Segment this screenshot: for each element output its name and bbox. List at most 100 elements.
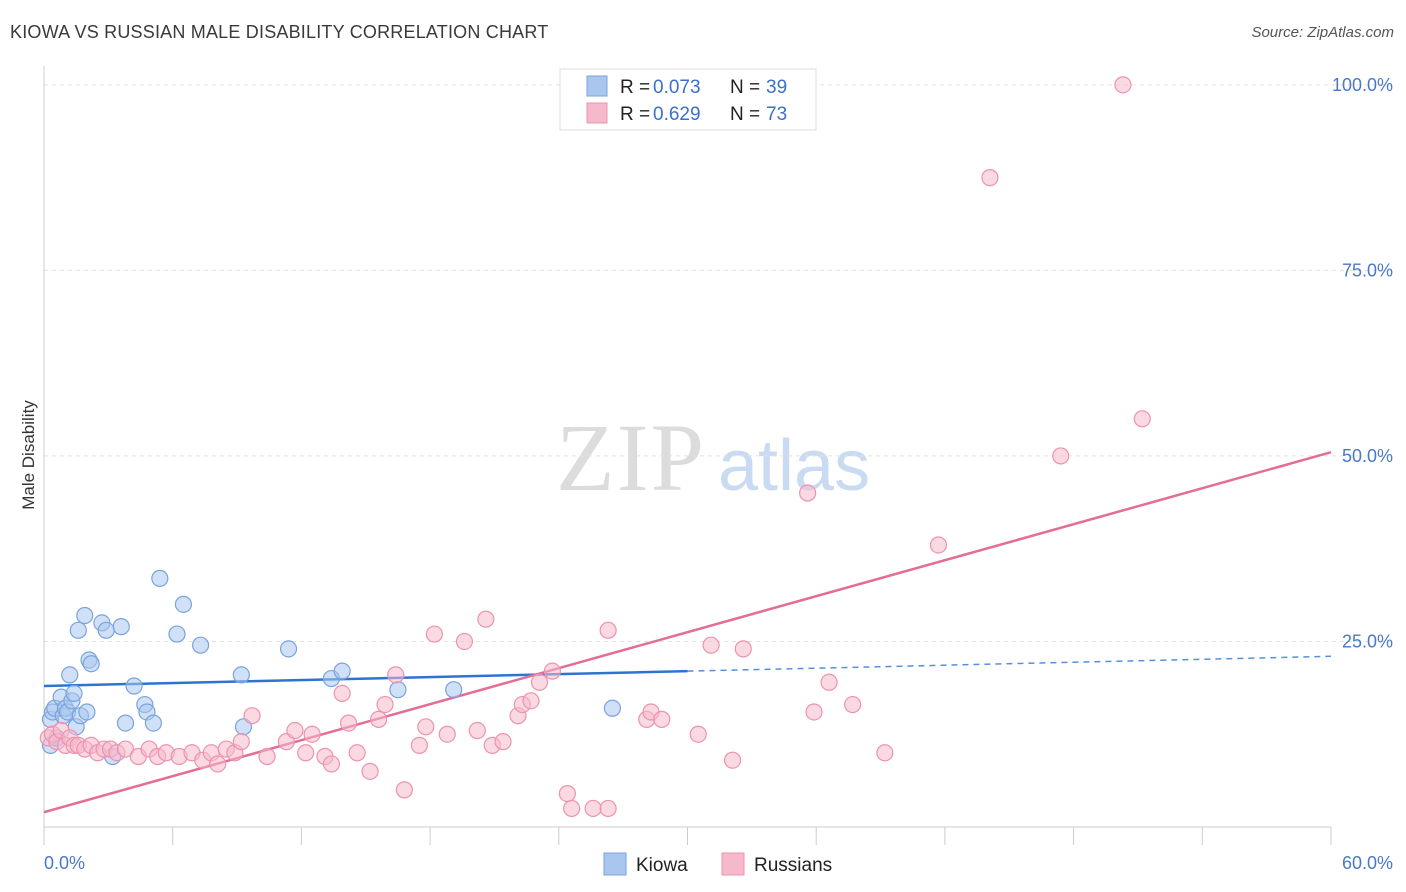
x-tick-label: 60.0% [1342,853,1393,873]
point-russians [805,703,823,721]
bottom-legend: Kiowa Russians [603,852,832,876]
point-kiowa [168,625,186,643]
point-russians [494,733,512,751]
legend-n-label-2: N = [730,104,760,125]
point-kiowa [389,681,407,699]
point-russians [1114,76,1132,94]
point-kiowa [232,666,250,684]
point-russians [116,740,135,758]
point-russians [477,610,495,628]
point-kiowa [78,703,96,721]
point-russians [243,707,261,725]
point-russians [876,744,894,762]
watermark-atlas: atlas [718,426,870,506]
trend-line-russians [43,451,1332,814]
point-russians [820,673,838,691]
point-kiowa [151,569,169,587]
point-kiowa [174,595,193,613]
trend-line-kiowa [43,669,688,688]
y-axis-label: Male Disability [19,400,38,510]
point-kiowa [191,636,210,654]
point-russians [543,662,561,680]
point-russians [410,736,428,754]
point-russians [468,721,486,740]
point-russians [599,621,617,639]
point-russians [438,725,456,743]
point-kiowa [76,606,94,625]
bottom-legend-kiowa: Kiowa [636,855,688,876]
point-russians [297,744,315,762]
point-russians [522,692,540,710]
point-kiowa [144,714,162,732]
point-russians [653,710,671,728]
y-tick-label: 100.0% [1332,75,1393,95]
legend-r-value-2: 0.629 [653,104,701,125]
point-russians [734,640,752,658]
point-russians [929,536,948,554]
point-russians [322,755,341,773]
chart-title: KIOWA VS RUSSIAN MALE DISABILITY CORRELA… [10,22,549,42]
point-russians [387,666,405,684]
point-russians [599,799,617,818]
point-kiowa [69,621,87,639]
y-tick-label: 25.0% [1342,631,1393,651]
point-russians [584,799,602,818]
point-russians [558,785,576,803]
x-tick-label: 0.0% [44,853,85,873]
grid [44,84,1392,642]
bottom-legend-swatch-kiowa [603,852,627,876]
point-russians [370,710,388,728]
point-kiowa [125,677,143,695]
y-tick-label: 50.0% [1342,446,1393,466]
point-russians [563,799,581,818]
point-russians [348,744,366,762]
point-kiowa [603,699,622,717]
point-russians [333,684,351,703]
axes [43,66,1332,845]
point-kiowa [61,666,79,684]
point-russians [530,673,549,691]
point-russians [258,747,276,766]
point-russians [689,725,707,743]
point-kiowa [279,640,298,658]
point-russians [376,695,394,714]
trend-line-dashed-kiowa [687,655,1332,672]
legend-swatch-kiowa [586,75,608,97]
point-kiowa [65,684,83,703]
tick-labels: 25.0% 50.0% 75.0% 100.0% 0.0% 60.0% [44,75,1393,873]
point-russians [339,714,358,732]
point-russians [981,169,999,187]
point-russians [417,718,435,736]
legend-swatch-russians [586,102,608,124]
point-kiowa [333,662,351,680]
point-kiowa [82,655,100,673]
trend-lines [43,451,1332,814]
watermark-zip: ZIP [556,404,706,511]
point-russians [303,725,321,743]
point-russians [799,484,817,502]
data-points [39,76,1151,818]
bottom-legend-russians: Russians [754,855,832,876]
point-russians [1052,447,1070,465]
chart-source: Source: ZipAtlas.com [1251,24,1394,41]
legend: R = 0.073 N = 39 R = 0.629 N = 73 [559,68,817,131]
point-russians [723,751,742,769]
point-russians [232,733,250,751]
legend-r-value-1: 0.073 [653,77,701,98]
point-kiowa [97,621,115,639]
bottom-legend-swatch-russians [721,852,745,876]
point-kiowa [445,681,463,699]
point-russians [1133,410,1151,428]
point-russians [702,636,720,654]
legend-n-value-1: 39 [766,77,787,98]
legend-r-label-2: R = [620,104,650,125]
legend-n-value-2: 73 [766,104,787,125]
legend-n-label-1: N = [730,77,760,98]
point-russians [286,721,304,740]
point-kiowa [112,618,130,636]
point-russians [425,625,443,643]
legend-r-label-1: R = [620,77,650,98]
point-kiowa [116,714,135,732]
point-russians [209,755,227,773]
